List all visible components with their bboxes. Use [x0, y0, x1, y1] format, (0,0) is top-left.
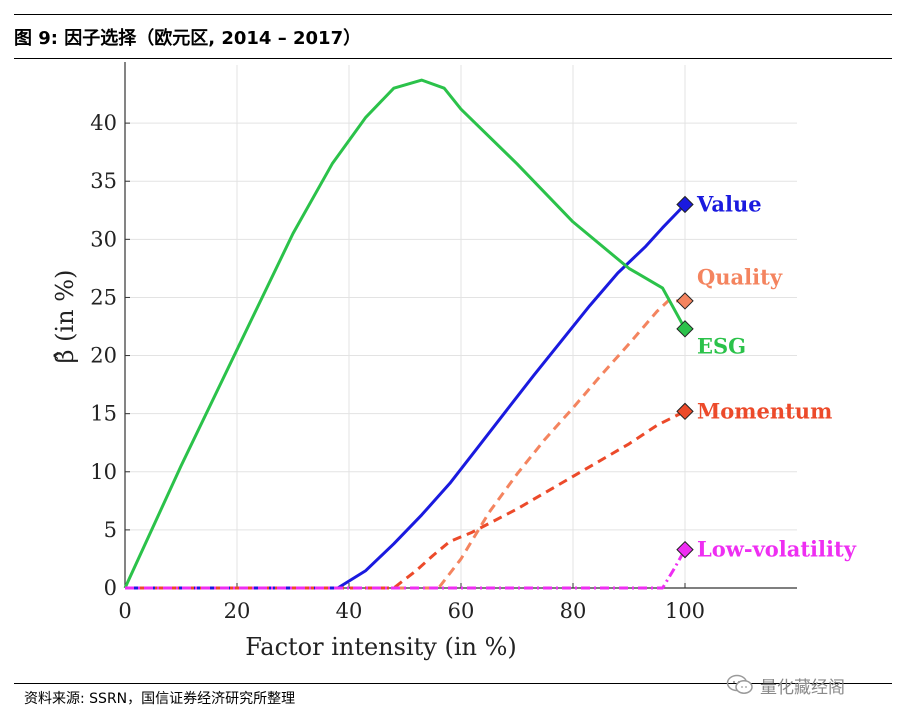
y-tick-label: 25 [90, 285, 117, 309]
series-label-quality: Quality [697, 265, 783, 290]
series-label-momentum: Momentum [697, 398, 832, 423]
x-tick-label: 60 [448, 599, 475, 623]
y-tick-label: 30 [90, 227, 117, 251]
end-marker-value [676, 195, 694, 214]
series-label-low-volatility: Low-volatility [697, 537, 857, 562]
watermark: 量化藏经阁 [726, 672, 845, 698]
y-tick-label: 15 [90, 402, 117, 426]
end-marker-momentum [676, 402, 694, 421]
footer-rule [14, 683, 892, 684]
end-marker-low-volatility [676, 540, 694, 559]
series-line-low-volatility [125, 548, 687, 590]
series-line-esg [123, 78, 687, 589]
series-line-value [125, 203, 687, 590]
x-tick-label: 20 [224, 599, 251, 623]
x-tick-label: 80 [560, 599, 587, 623]
end-marker-quality [676, 292, 694, 310]
series-label-esg: ESG [697, 333, 746, 358]
header-rule [14, 58, 892, 59]
top-rule [14, 14, 892, 15]
source-note: 资料来源: SSRN，国信证券经济研究所整理 [24, 691, 296, 707]
wechat-icon [726, 674, 753, 694]
x-tick-label: 0 [118, 599, 131, 623]
end-marker-esg [676, 320, 694, 338]
y-tick-label: 0 [104, 576, 117, 600]
series-line-momentum [125, 409, 686, 590]
x-axis-title: Factor intensity (in %) [245, 633, 517, 661]
y-tick-label: 5 [104, 518, 117, 542]
figure-header: 图 9: 因子选择（欧元区, 2014 – 2017） [14, 10, 892, 50]
watermark-text: 量化藏经阁 [760, 677, 845, 698]
y-tick-label: 20 [90, 344, 117, 368]
y-tick-label: 35 [90, 169, 117, 193]
y-axis-title: β̂ (in %) [51, 270, 79, 364]
x-tick-label: 100 [665, 599, 705, 623]
series-label-value: Value [696, 191, 762, 216]
series-line-quality [125, 299, 685, 590]
x-tick-label: 40 [336, 599, 363, 623]
y-tick-label: 40 [90, 111, 117, 135]
factor-selection-chart: 0 5 10 15 20 25 30 35 40 0 20 40 60 80 100 Factor inten… [51, 62, 857, 661]
y-tick-label: 10 [90, 460, 117, 484]
figure-title: 图 9: 因子选择（欧元区, 2014 – 2017） [14, 28, 362, 49]
